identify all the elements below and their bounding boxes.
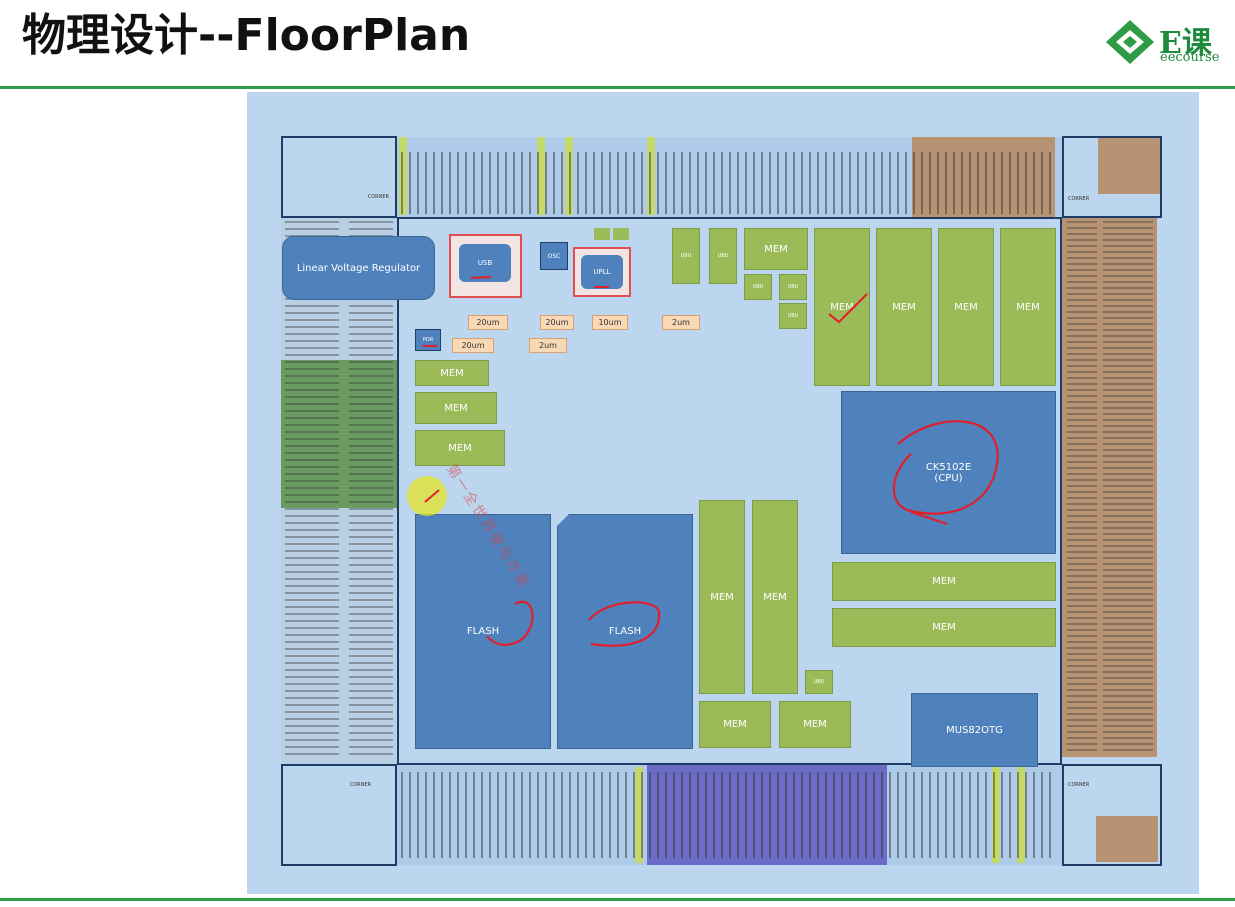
pad-marker xyxy=(1017,767,1025,863)
mem-block: MEM xyxy=(876,228,932,386)
pad-marker xyxy=(635,767,643,863)
pad-lines xyxy=(285,137,1153,863)
pad-marker xyxy=(647,137,655,215)
spacing-tag-20um: 20um xyxy=(540,315,574,330)
mem-block: MEM xyxy=(752,500,798,694)
corner-fill xyxy=(1098,138,1160,194)
ubu-block: UBU xyxy=(709,228,737,284)
mem-block: MEM xyxy=(832,562,1056,601)
corner-bottom-right: CORNER xyxy=(1062,764,1162,866)
corner-top-right: CORNER xyxy=(1062,136,1162,218)
mem-block: MEM xyxy=(1000,228,1056,386)
red-annotations xyxy=(423,276,999,647)
corner-label: CORNER xyxy=(1068,782,1090,788)
corner-label: CORNER xyxy=(367,194,389,200)
brand-logo: E课 eecourse xyxy=(1104,18,1235,68)
ubu-block: UBU xyxy=(779,274,807,300)
linear-voltage-regulator: Linear Voltage Regulator xyxy=(282,236,435,300)
cpu-block: CK5102E (CPU) xyxy=(841,391,1056,554)
spacing-tag-20um: 20um xyxy=(452,338,494,353)
footer-divider xyxy=(0,898,1235,901)
mem-block: MEM xyxy=(832,608,1056,647)
spacing-tag-20um: 20um xyxy=(468,315,508,330)
page-title: 物理设计--FloorPlan xyxy=(22,10,471,61)
left-pad-column-green xyxy=(281,360,397,508)
top-pad-row-brown xyxy=(912,137,1055,217)
mem-block: MEM xyxy=(415,360,489,386)
mem-block: MEM xyxy=(938,228,994,386)
usb-keepout: USB xyxy=(449,234,522,298)
floorplan-diagram: CORNER CORNER CORNER CORNER Linear Volta… xyxy=(247,92,1199,894)
cpu-type: (CPU) xyxy=(934,472,963,484)
upll-cap-1 xyxy=(594,228,610,240)
mem-block: MEM xyxy=(814,228,870,386)
mus82otg-block: MUS82OTG xyxy=(911,693,1038,767)
header-divider xyxy=(0,86,1235,89)
flash-block: FLASH xyxy=(557,514,693,749)
pad-marker xyxy=(992,767,1000,863)
cursor-highlight xyxy=(407,476,447,516)
pad-marker xyxy=(399,137,407,215)
ubu-block: UBU xyxy=(805,670,833,694)
spacing-tag-2um: 2um xyxy=(529,338,567,353)
logo-diamond-icon xyxy=(1106,20,1154,64)
osc-block: OSC xyxy=(540,242,568,270)
bottom-pad-row-purple xyxy=(647,765,887,865)
logo-subtext: eecourse xyxy=(1160,50,1220,65)
ubu-block: UBU xyxy=(779,303,807,329)
usb-block: USB xyxy=(459,244,511,282)
core-boundary xyxy=(397,217,1062,765)
mem-block: MEM xyxy=(744,228,808,270)
mem-block: MEM xyxy=(415,430,505,466)
mem-block: MEM xyxy=(779,701,851,748)
pad-marker xyxy=(537,137,545,215)
mem-block: MEM xyxy=(699,701,771,748)
logo-text: E课 xyxy=(1159,26,1212,61)
upll-keepout: UPLL xyxy=(573,247,631,297)
mem-block: MEM xyxy=(699,500,745,694)
ubu-block: UBU xyxy=(672,228,700,284)
corner-label: CORNER xyxy=(349,782,371,788)
spacing-tag-10um: 10um xyxy=(592,315,628,330)
mem-block: MEM xyxy=(415,392,497,424)
pad-marker xyxy=(565,137,573,215)
corner-fill xyxy=(1096,816,1158,862)
spacing-tag-2um: 2um xyxy=(662,315,700,330)
upll-cap-2 xyxy=(613,228,629,240)
corner-bottom-left: CORNER xyxy=(281,764,397,866)
upll-block: UPLL xyxy=(581,255,623,289)
ubu-block: UBU xyxy=(744,274,772,300)
corner-label: CORNER xyxy=(1068,196,1090,202)
cpu-name: CK5102E xyxy=(925,461,972,473)
right-pad-column xyxy=(1062,217,1157,757)
corner-top-left: CORNER xyxy=(281,136,397,218)
